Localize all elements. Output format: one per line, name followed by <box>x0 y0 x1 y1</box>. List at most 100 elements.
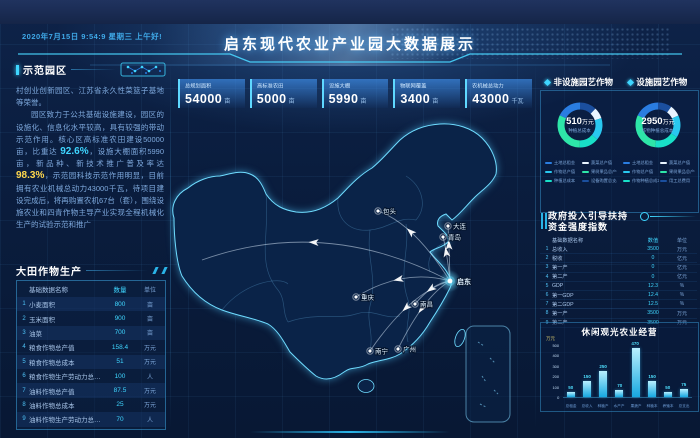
diamond-icon <box>544 78 552 86</box>
table-row: 9 第二产 3500 万元 <box>540 319 697 328</box>
cell-name: 第二产 <box>552 320 568 327</box>
city-label: 大连 <box>453 222 467 231</box>
legend-label: 蔬菜总产值 <box>590 160 612 165</box>
city-marker-ring <box>352 293 360 301</box>
donut-segment <box>557 102 603 148</box>
y-tick-label: 300 <box>552 364 560 369</box>
table-row: 3 第一产 0 亿元 <box>540 263 697 273</box>
bar-category-label: 养殖本 <box>662 403 674 408</box>
cell-value: 0 <box>651 273 655 280</box>
table-body: 1 小麦面积 800 亩 2 玉米面积 900 亩 3 油菜 700 亩 4 粮食作物总产值 158.4 万元… <box>17 297 165 427</box>
bar-value-label: 70 <box>616 383 622 389</box>
bar-value-label: 50 <box>568 385 574 391</box>
stat-unit: 千瓦 <box>511 99 524 105</box>
cell-name: 玉米面积 <box>29 316 55 324</box>
stat-label: 物联网覆盖 <box>400 84 427 90</box>
cell-idx: 9 <box>22 416 26 423</box>
cell-idx: 3 <box>22 329 26 336</box>
cell-name: 总收入 <box>552 246 568 253</box>
bar <box>567 391 576 397</box>
demo-park-title: 示范园区 <box>23 66 67 77</box>
x-axis-labels: 总租金 总收入 种植产 水产产 果蔬产 种植本 养殖本 总支出 <box>563 403 692 409</box>
cell-value: 12.3 <box>647 282 659 289</box>
bar-category-label: 总支出 <box>678 403 690 408</box>
title-underline-decoration <box>18 53 682 66</box>
cell-unit: 万元 <box>143 389 156 396</box>
legend-item: 设备购置总支出 <box>581 178 618 184</box>
table-header: 基础数据名称 数量 单位 <box>17 281 165 297</box>
legend-swatch <box>545 179 552 183</box>
stat-cards: 总规划面积 54000 亩 高标准农田 5000 亩 设施大棚 5990 亩 物联网覆… <box>178 79 532 108</box>
y-tick-label: 400 <box>552 353 560 359</box>
bar <box>599 371 608 397</box>
paragraph-text: ，设施大棚面积5990亩，新品种、新技术推广普及率达 <box>16 147 164 169</box>
y-axis-unit: 万元 <box>546 336 555 341</box>
city-marker-ring <box>411 300 419 308</box>
donut-segment <box>635 102 681 148</box>
legend-item: 土地总租金 <box>623 160 659 166</box>
china-outline <box>172 123 497 380</box>
stat-card-greenhouse: 设施大棚 5990 亩 <box>321 79 389 108</box>
hainan-island <box>357 379 375 393</box>
legend-swatch <box>659 179 667 183</box>
header-line <box>86 270 148 271</box>
bar-slot: 150 <box>579 374 595 397</box>
legend-swatch <box>545 161 552 165</box>
table-row: 6 粮食作物生产劳动力总… 100 人 <box>17 369 165 383</box>
city-label: 青岛 <box>448 233 461 242</box>
stat-label: 高标准农田 <box>256 84 284 90</box>
flight-route <box>377 210 451 282</box>
stat-label: 农机械总动力 <box>472 84 504 90</box>
table-row: 4 粮食作物总产值 158.4 万元 <box>17 340 165 354</box>
bar-slot: 70 <box>611 383 627 397</box>
cell-value: 900 <box>114 315 126 323</box>
demo-park-panel: 示范园区 村创业创新园区、江苏省永久性菜篮子基地等荣誉。 园区致力于公共基础设施… <box>16 62 168 432</box>
leisure-agriculture-chart: 休闲观光农业经营 万元 0 100 200 300 400 500 50 150 250 70 4… <box>540 322 699 412</box>
bar <box>631 348 640 397</box>
cell-value: 3500 <box>647 310 659 317</box>
bar <box>583 381 592 397</box>
cell-idx: 7 <box>545 301 549 308</box>
plane-icon <box>445 239 453 250</box>
page-title: 启东现代农业产业园大数据展示 <box>223 36 476 53</box>
legend-label: 作物总产值 <box>632 169 654 174</box>
bar-value-label: 470 <box>631 341 640 347</box>
bottom-decoration <box>250 431 450 433</box>
bar-category-label: 总收入 <box>581 403 593 408</box>
cell-unit: % <box>679 301 685 308</box>
cell-value: 158.4 <box>111 343 129 351</box>
cell-unit: 万元 <box>143 345 156 352</box>
donut-segment <box>557 102 603 148</box>
city-label: 南昌 <box>420 300 433 309</box>
bar-slot: 50 <box>563 385 579 397</box>
cell-unit: 亿元 <box>676 264 687 271</box>
bar-value-label: 250 <box>599 364 608 370</box>
y-axis-ticks: 0 100 200 300 400 500 <box>543 341 561 399</box>
city-marker <box>446 224 450 228</box>
horticulture-titles: 非设施园艺作物 设施园艺作物 <box>540 76 697 88</box>
right-divider <box>535 62 536 428</box>
city-marker <box>376 209 380 213</box>
legend-label: 果树果品总产值 <box>590 169 618 174</box>
gov-header-bars <box>541 213 547 229</box>
cell-name: 油菜 <box>29 330 42 338</box>
bar-category-label: 水产产 <box>614 403 625 408</box>
stat-value: 54000 <box>185 92 223 106</box>
cell-value: 87.5 <box>113 387 127 395</box>
legend-item: 作物种植总成本 <box>623 178 659 184</box>
hub-marker <box>447 278 453 284</box>
stat-unit: 亩 <box>360 99 367 105</box>
cell-value: 700 <box>114 329 126 337</box>
cell-idx: 5 <box>545 282 549 289</box>
table-row: 3 油菜 700 亩 <box>17 325 165 341</box>
cell-idx: 2 <box>545 255 549 262</box>
cell-unit: 亩 <box>146 302 153 309</box>
legend-label: 设备购置总支出 <box>590 178 618 183</box>
bar-value-label: 75 <box>681 382 687 388</box>
bar-category-label: 种植本 <box>646 403 658 408</box>
legend-label: 作物种植总成本 <box>632 178 659 183</box>
city-label: 广州 <box>403 345 416 354</box>
header-name: 基础数据名称 <box>552 238 584 244</box>
